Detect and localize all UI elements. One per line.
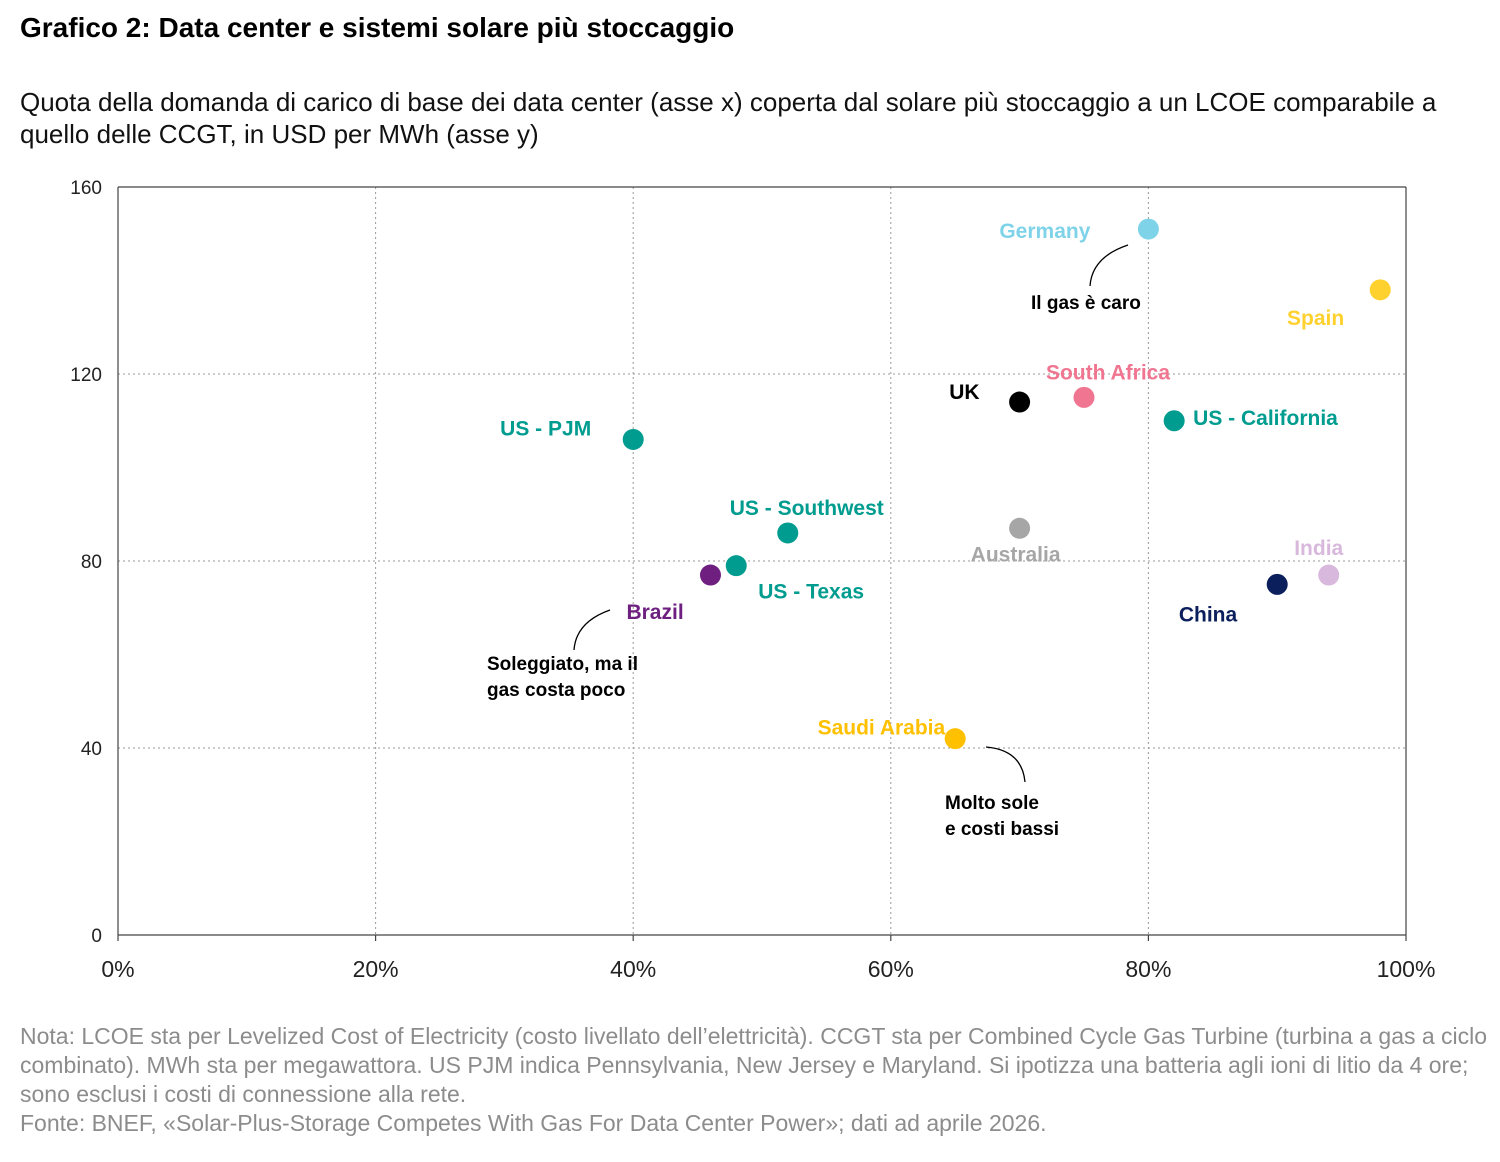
x-tick-label: 60% [868, 956, 914, 982]
chart-subtitle: Quota della domanda di carico di base de… [20, 87, 1437, 149]
y-tick-label: 80 [81, 552, 102, 573]
annotation-text: gas costa poco [487, 680, 625, 701]
scatter-point [1137, 218, 1159, 240]
annotation-text: Il gas è caro [1031, 293, 1141, 314]
y-tick-label: 120 [70, 365, 102, 386]
scatter-point [1266, 573, 1288, 595]
y-tick-label: 160 [70, 178, 102, 199]
scatter-point [1369, 279, 1391, 301]
scatter-point [1009, 517, 1031, 539]
annotation-text: Soleggiato, ma il [487, 654, 638, 675]
point-label: UK [949, 381, 979, 404]
annotation-leader [573, 609, 611, 651]
annotation-leader [985, 746, 1026, 783]
point-label: Germany [999, 220, 1090, 243]
scatter-point [1318, 564, 1340, 586]
x-tick-label: 40% [610, 956, 656, 982]
scatter-point [699, 564, 721, 586]
point-label: Spain [1287, 307, 1344, 330]
x-tick-label: 20% [353, 956, 399, 982]
y-tick-label: 0 [91, 926, 102, 947]
scatter-point [622, 428, 644, 450]
chart-title: Grafico 2: Data center e sistemi solare … [20, 12, 735, 43]
scatter-point [1073, 386, 1095, 408]
point-label: India [1294, 537, 1343, 560]
point-label: Australia [971, 543, 1061, 566]
annotation-text: e costi bassi [945, 819, 1059, 840]
point-label: Brazil [626, 601, 683, 624]
scatter-point [944, 728, 966, 750]
point-label: US - Texas [758, 581, 864, 604]
scatter-chart: 0% 20% 40% 60% 80% 100% 0 40 80 120 160 Germany Spai… [70, 178, 1436, 982]
point-label: China [1179, 603, 1238, 626]
source-text: Fonte: BNEF, «Solar-Plus-Storage Compete… [20, 1110, 1047, 1136]
scatter-point [1163, 410, 1185, 432]
point-label: US - PJM [500, 417, 591, 440]
scatter-point [1009, 391, 1031, 413]
x-tick-label: 0% [101, 956, 134, 982]
point-label: Saudi Arabia [818, 717, 946, 740]
point-label: US - California [1193, 407, 1338, 430]
x-tick-label: 100% [1377, 956, 1436, 982]
x-tick-label: 80% [1125, 956, 1171, 982]
point-label: South Africa [1046, 361, 1170, 384]
annotation-text: Molto sole [945, 793, 1039, 814]
point-label: US - Southwest [730, 497, 884, 520]
y-tick-label: 40 [81, 739, 102, 760]
scatter-point [725, 555, 747, 577]
chart-footnote: Nota: LCOE sta per Levelized Cost of Ele… [20, 1022, 1490, 1138]
note-text: Nota: LCOE sta per Levelized Cost of Ele… [20, 1023, 1488, 1107]
annotation-leader [1089, 244, 1129, 287]
scatter-point [777, 522, 799, 544]
